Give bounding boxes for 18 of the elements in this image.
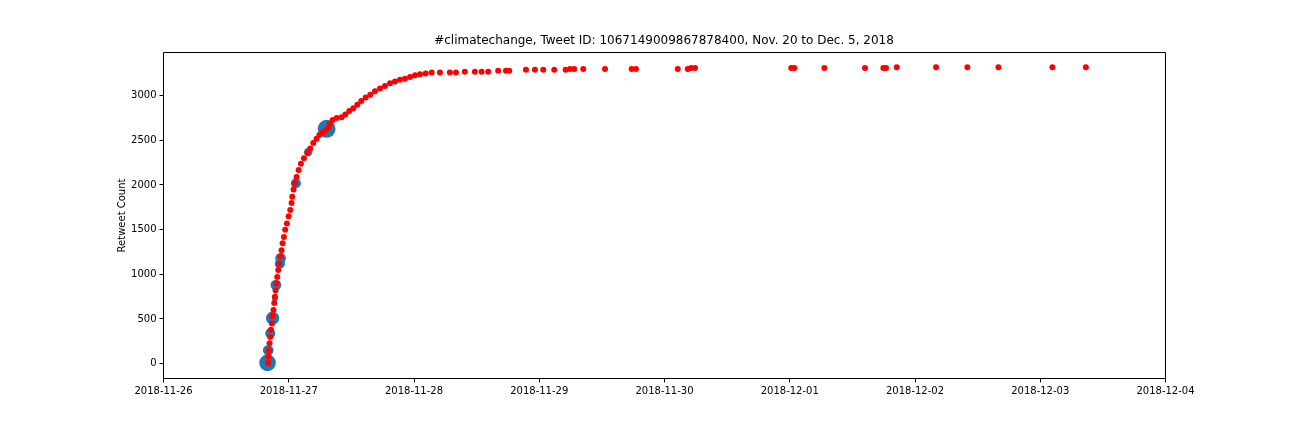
x-tick-label: 2018-11-28 xyxy=(384,384,444,396)
y-tick-label: 2000 xyxy=(131,178,157,190)
y-tick-label: 2500 xyxy=(131,134,157,146)
y-tick-label: 0 xyxy=(150,357,157,369)
x-tick-label: 2018-12-02 xyxy=(885,384,945,396)
x-tick-label: 2018-11-30 xyxy=(635,384,694,396)
x-tick-label: 2018-12-03 xyxy=(1011,384,1070,396)
x-tick-label: 2018-11-29 xyxy=(510,384,569,396)
chart-title: #climatechange, Tweet ID: 1067149009867878400, Nov. 20 to Dec. 5, 2018 xyxy=(434,33,894,47)
y-tick-label: 3000 xyxy=(131,89,157,101)
x-tick-label: 2018-12-04 xyxy=(1136,384,1195,396)
y-tick-label: 1500 xyxy=(131,223,157,235)
x-tick-label: 2018-11-26 xyxy=(134,384,193,396)
x-tick-label: 2018-11-27 xyxy=(259,384,318,396)
y-tick-label: 1000 xyxy=(131,268,157,279)
y-tick-label: 500 xyxy=(137,312,157,324)
y-axis-title: Retweet Count xyxy=(116,178,128,253)
x-tick-label: 2018-12-01 xyxy=(760,384,819,396)
